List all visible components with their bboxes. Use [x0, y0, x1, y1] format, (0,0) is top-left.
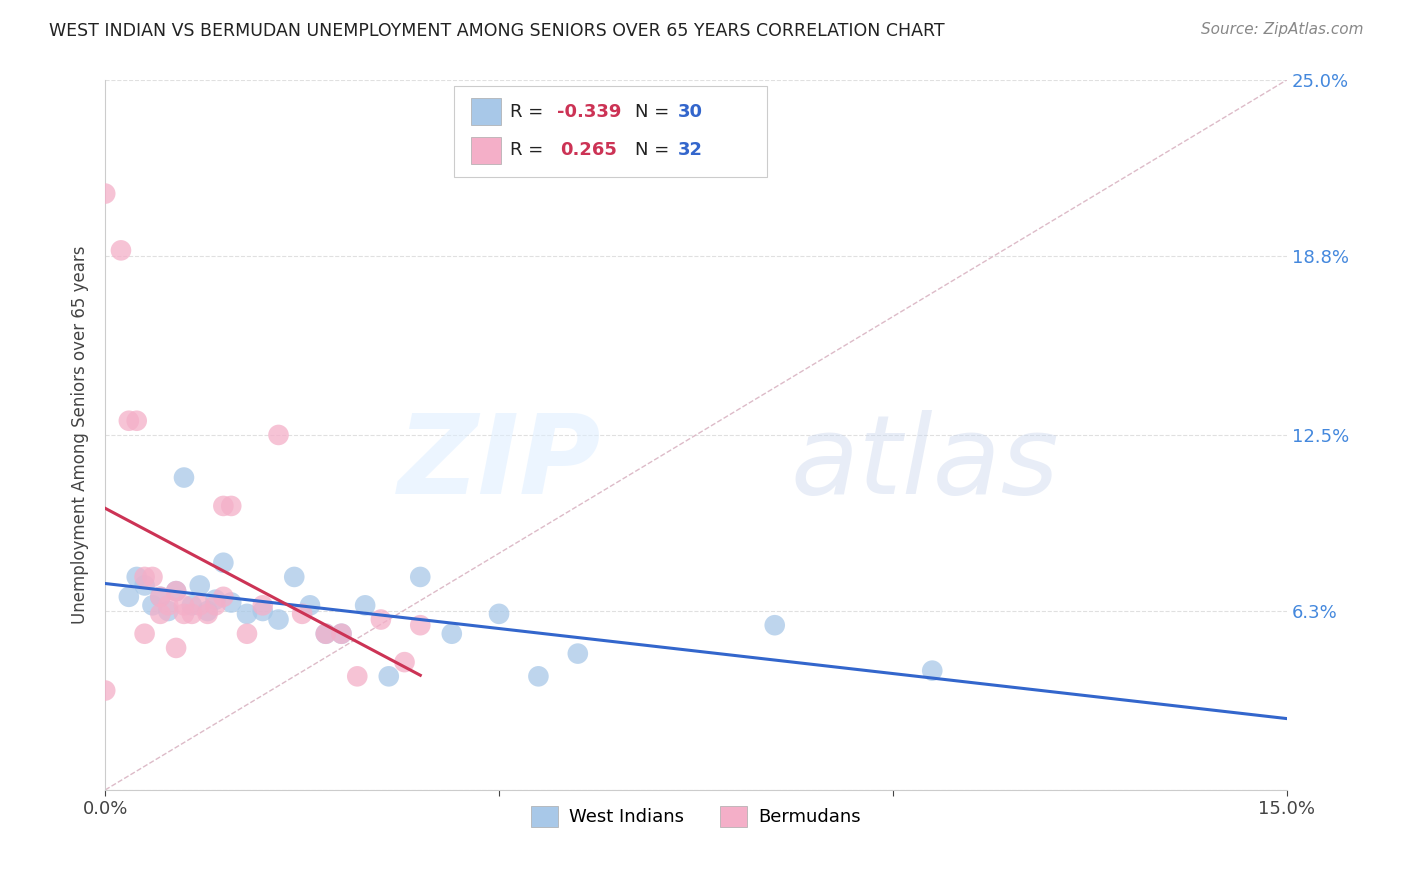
Point — [204, 592, 226, 607]
Point — [212, 590, 235, 604]
Point — [180, 599, 202, 613]
Point — [409, 570, 432, 584]
Point — [125, 414, 148, 428]
Point — [165, 584, 187, 599]
Point — [252, 604, 274, 618]
Text: Source: ZipAtlas.com: Source: ZipAtlas.com — [1201, 22, 1364, 37]
Point — [315, 626, 337, 640]
Point — [394, 655, 416, 669]
Point — [236, 607, 259, 621]
Point — [110, 244, 132, 258]
Point — [283, 570, 305, 584]
Point — [197, 604, 219, 618]
Point — [188, 578, 211, 592]
Point — [141, 570, 163, 584]
Point — [330, 626, 353, 640]
Point — [134, 626, 156, 640]
Point — [763, 618, 786, 632]
Point — [134, 578, 156, 592]
Point — [212, 556, 235, 570]
Point — [267, 428, 290, 442]
Text: R =: R = — [510, 103, 550, 121]
Point — [197, 607, 219, 621]
Point — [204, 599, 226, 613]
Point — [157, 604, 180, 618]
Point — [219, 499, 242, 513]
Point — [219, 595, 242, 609]
Point — [488, 607, 510, 621]
Point — [165, 640, 187, 655]
Text: ZIP: ZIP — [398, 409, 602, 516]
Point — [149, 607, 172, 621]
Bar — [471, 98, 501, 126]
Point — [409, 618, 432, 632]
Point — [118, 590, 141, 604]
Text: N =: N = — [634, 103, 675, 121]
Point — [330, 626, 353, 640]
Point — [527, 669, 550, 683]
Legend: West Indians, Bermudans: West Indians, Bermudans — [524, 799, 868, 834]
Bar — [471, 136, 501, 164]
Point — [165, 584, 187, 599]
Point — [149, 590, 172, 604]
Point — [212, 499, 235, 513]
Point — [134, 570, 156, 584]
Text: N =: N = — [634, 141, 675, 160]
Point — [141, 599, 163, 613]
Point — [118, 414, 141, 428]
Point — [440, 626, 463, 640]
Y-axis label: Unemployment Among Seniors over 65 years: Unemployment Among Seniors over 65 years — [72, 245, 89, 624]
Point — [180, 607, 202, 621]
Point — [125, 570, 148, 584]
Point — [921, 664, 943, 678]
Point — [346, 669, 368, 683]
Point — [149, 590, 172, 604]
Text: 32: 32 — [678, 141, 703, 160]
Point — [94, 683, 117, 698]
Point — [173, 599, 195, 613]
Point — [188, 599, 211, 613]
Point — [173, 607, 195, 621]
Point — [298, 599, 321, 613]
Text: R =: R = — [510, 141, 555, 160]
Text: WEST INDIAN VS BERMUDAN UNEMPLOYMENT AMONG SENIORS OVER 65 YEARS CORRELATION CHA: WEST INDIAN VS BERMUDAN UNEMPLOYMENT AMO… — [49, 22, 945, 40]
Point — [173, 470, 195, 484]
Text: 0.265: 0.265 — [560, 141, 617, 160]
Point — [567, 647, 589, 661]
Point — [267, 613, 290, 627]
Text: atlas: atlas — [790, 409, 1059, 516]
Point — [252, 599, 274, 613]
Point — [354, 599, 377, 613]
Point — [291, 607, 314, 621]
Point — [370, 613, 392, 627]
Point — [378, 669, 401, 683]
Point — [315, 626, 337, 640]
Point — [94, 186, 117, 201]
FancyBboxPatch shape — [454, 87, 766, 178]
Point — [157, 599, 180, 613]
Text: -0.339: -0.339 — [557, 103, 621, 121]
Text: 30: 30 — [678, 103, 703, 121]
Point — [236, 626, 259, 640]
